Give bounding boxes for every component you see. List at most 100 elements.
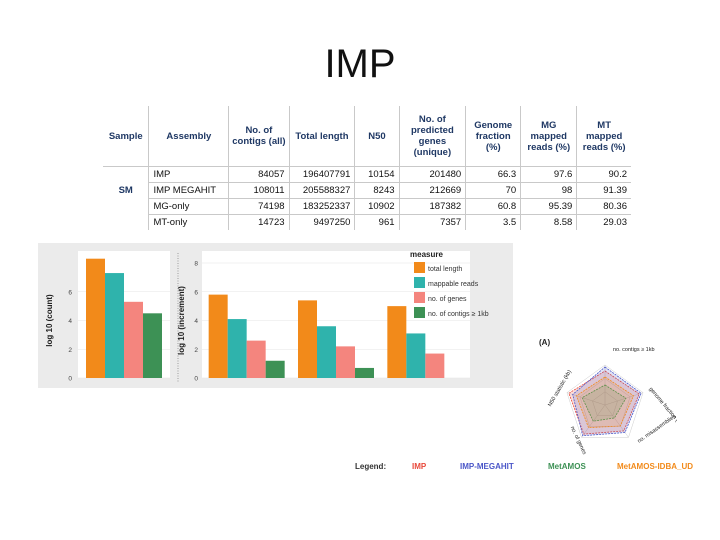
table-header: MG mapped reads (%) — [520, 106, 578, 167]
bar-total-length — [298, 300, 317, 378]
radar-legend-metamos-idba: MetAMOS-IDBA_UD — [617, 462, 693, 471]
bar-no-of-genes — [425, 353, 445, 378]
radar-legend-imp-megahit: IMP-MEGAHIT — [460, 462, 514, 471]
legend-label: total length — [428, 266, 462, 273]
radar-spoke — [604, 392, 644, 406]
bar-total-length — [86, 258, 105, 378]
y-axis-label: log 10 (count) — [45, 294, 54, 347]
legend-swatch — [414, 277, 425, 288]
radar-legend-metamos: MetAMOS — [548, 462, 586, 471]
table-cell-value: 80.36 — [576, 198, 631, 215]
y-tick-label: 0 — [68, 376, 72, 383]
table-cell-value: 9497250 — [289, 214, 356, 230]
table-cell-value: 84057 — [228, 166, 290, 183]
measure-legend: measure total length mappable reads no. of … — [410, 250, 489, 318]
table-cell-sample — [103, 214, 150, 230]
radar-axis-label: no. contigs ≥ 1kb — [613, 347, 655, 353]
table-header: Genome fraction (%) — [465, 106, 522, 167]
table-cell-value: 8243 — [354, 182, 400, 199]
radar-legend: Legend: IMP IMP-MEGAHIT MetAMOS MetAMOS-… — [355, 462, 695, 476]
radar-series-metamos — [581, 384, 627, 422]
table-cell-value: 14723 — [228, 214, 290, 230]
table-cell-value: 3.5 — [465, 214, 522, 230]
table-cell-value: 98 — [520, 182, 578, 199]
table-cell-assembly: MT-only — [148, 214, 230, 230]
table-cell-sample — [103, 166, 150, 183]
table-header: No. of contigs (all) — [228, 106, 290, 167]
table-cell-value: 10154 — [354, 166, 400, 183]
bar-mappable-reads — [105, 273, 124, 378]
bar-mappable-reads — [227, 319, 247, 378]
radar-grid — [592, 391, 618, 416]
measure-legend-title: measure — [410, 250, 443, 259]
legend-label: no. of contigs ≥ 1kb — [428, 311, 489, 318]
legend-swatch — [414, 292, 425, 303]
table-row: MT-only 14723 9497250 961 7357 3.5 8.58 29.03 — [103, 214, 631, 230]
table-row: MG-only 74198 183252337 10902 187382 60.8 95.3… — [103, 198, 631, 215]
bar-total-length — [387, 306, 407, 378]
bar-total-length — [208, 294, 228, 378]
legend-swatch — [414, 307, 425, 318]
table-header: MT mapped reads (%) — [582, 119, 626, 153]
radar-spoke — [566, 392, 606, 406]
radar-grid — [566, 364, 644, 438]
table-cell-assembly: IMP MEGAHIT — [148, 182, 230, 199]
y-axis-label: log 10 (increment) — [177, 286, 186, 355]
bar-mappable-reads — [317, 326, 336, 378]
results-table: Sample Assembly No. of contigs (all) Total … — [103, 106, 631, 230]
table-row: SM IMP MEGAHIT 108011 205588327 8243 212669 70… — [103, 182, 631, 199]
bar-no-of-contigs-1kb — [265, 360, 285, 378]
y-tick-label: 4 — [194, 318, 198, 325]
radar-legend-title: Legend: — [355, 462, 387, 471]
table-cell-value: 196407791 — [289, 166, 356, 183]
table-cell-value: 7357 — [399, 214, 467, 230]
bar-panel: 0 2 4 6 log 10 (count) — [45, 251, 170, 383]
bar-panel: 0 2 4 6 8 log 10 (increment) — [177, 251, 470, 383]
table-cell-value: 183252337 — [289, 198, 356, 215]
y-tick-label: 0 — [194, 376, 198, 383]
bar-no-of-genes — [124, 301, 143, 378]
table-row: IMP 84057 196407791 10154 201480 66.3 97.6 90.2 — [103, 166, 631, 183]
table-cell-sample: SM — [103, 182, 150, 199]
y-tick-label: 6 — [68, 289, 72, 296]
radar-panel-label: (A) — [539, 338, 550, 347]
table-cell-value: 91.39 — [576, 182, 631, 199]
radar-series-metamos-idba-ud — [575, 376, 635, 429]
bar-no-of-contigs-1kb — [143, 313, 162, 378]
table-cell-value: 60.8 — [465, 198, 522, 215]
table-cell-value: 201480 — [399, 166, 467, 183]
table-header: N50 — [354, 106, 400, 167]
radar-legend-imp: IMP — [412, 462, 427, 471]
table-cell-value: 8.58 — [520, 214, 578, 230]
table-cell-assembly: MG-only — [148, 198, 230, 215]
radar-spoke — [604, 404, 629, 438]
table-header: Total length — [289, 106, 356, 167]
y-tick-label: 4 — [68, 318, 72, 325]
radar-series-imp — [568, 370, 640, 435]
table-cell-value: 74198 — [228, 198, 290, 215]
table-cell-value: 70 — [465, 182, 522, 199]
radar-grid — [579, 378, 631, 427]
table-cell-value: 187382 — [399, 198, 467, 215]
table-cell-value: 97.6 — [520, 166, 578, 183]
bar-no-of-genes — [246, 340, 266, 378]
y-tick-label: 2 — [194, 347, 198, 354]
table-cell-assembly: IMP — [148, 166, 230, 183]
table-header: Assembly — [148, 106, 230, 167]
radar-axis-label: N50 statistic (kb) — [547, 369, 573, 408]
table-cell-value: 10902 — [354, 198, 400, 215]
table-cell-value: 212669 — [399, 182, 467, 199]
slide-title: IMP — [324, 42, 396, 86]
table-cell-value: 66.3 — [465, 166, 522, 183]
table-header: No. of predicted genes (unique) — [399, 106, 467, 167]
y-tick-label: 8 — [194, 261, 198, 268]
bar-no-of-genes — [336, 346, 355, 378]
legend-label: no. of genes — [428, 296, 467, 303]
radar-axis-label: no. misassemblies — [637, 414, 677, 445]
table-cell-value: 95.39 — [520, 198, 578, 215]
table-cell-value: 961 — [354, 214, 400, 230]
table-header: Sample — [103, 106, 150, 167]
table-cell-value: 205588327 — [289, 182, 356, 199]
table-cell-sample — [103, 198, 150, 215]
